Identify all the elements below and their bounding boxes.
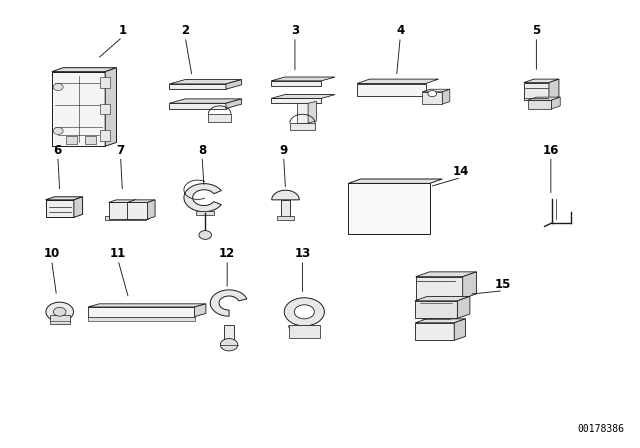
Polygon shape — [549, 79, 559, 100]
Polygon shape — [527, 100, 552, 109]
Polygon shape — [129, 200, 136, 219]
Polygon shape — [415, 319, 465, 323]
Circle shape — [428, 90, 436, 97]
Polygon shape — [109, 200, 136, 202]
Text: 4: 4 — [396, 24, 404, 37]
Polygon shape — [127, 200, 155, 202]
Bar — [290, 123, 315, 129]
Polygon shape — [422, 92, 442, 104]
Circle shape — [220, 339, 238, 351]
Polygon shape — [271, 99, 321, 103]
Text: 00178386: 00178386 — [577, 424, 624, 434]
Polygon shape — [170, 80, 242, 84]
Polygon shape — [272, 190, 300, 200]
Polygon shape — [357, 83, 426, 96]
Bar — [281, 200, 290, 216]
Polygon shape — [170, 103, 226, 108]
Text: 12: 12 — [219, 247, 236, 260]
Bar — [88, 317, 195, 321]
Polygon shape — [415, 301, 458, 319]
Polygon shape — [527, 97, 560, 100]
Polygon shape — [52, 68, 116, 72]
Polygon shape — [211, 290, 247, 316]
Polygon shape — [415, 323, 454, 340]
Bar — [209, 114, 231, 122]
Text: 6: 6 — [54, 144, 62, 157]
Circle shape — [54, 307, 66, 316]
Circle shape — [46, 302, 74, 322]
Text: 8: 8 — [198, 144, 206, 157]
Bar — [100, 78, 110, 88]
Bar — [50, 315, 70, 323]
Polygon shape — [348, 183, 430, 234]
Circle shape — [294, 305, 314, 319]
Bar — [105, 216, 146, 220]
Polygon shape — [184, 184, 221, 212]
Polygon shape — [45, 200, 74, 217]
Polygon shape — [357, 79, 438, 83]
Polygon shape — [458, 297, 470, 319]
Text: 10: 10 — [44, 247, 60, 260]
Polygon shape — [454, 319, 465, 340]
Polygon shape — [422, 89, 450, 92]
Text: 5: 5 — [532, 24, 541, 37]
Circle shape — [53, 127, 63, 134]
Polygon shape — [271, 81, 321, 86]
Polygon shape — [109, 202, 129, 219]
Polygon shape — [271, 95, 335, 99]
Text: 11: 11 — [110, 247, 126, 260]
Polygon shape — [415, 277, 463, 299]
Text: 15: 15 — [495, 278, 511, 291]
Polygon shape — [289, 326, 320, 334]
Polygon shape — [271, 77, 335, 81]
Polygon shape — [88, 307, 195, 317]
Polygon shape — [308, 101, 316, 123]
Text: 3: 3 — [291, 24, 299, 37]
Polygon shape — [170, 84, 226, 89]
Bar — [100, 130, 110, 141]
Polygon shape — [52, 72, 105, 146]
Text: 9: 9 — [280, 144, 288, 157]
Bar — [196, 211, 214, 215]
Polygon shape — [297, 103, 308, 123]
Bar — [289, 325, 320, 338]
Polygon shape — [524, 79, 559, 82]
Polygon shape — [45, 197, 83, 200]
Polygon shape — [442, 89, 450, 104]
Circle shape — [53, 83, 63, 90]
Bar — [100, 103, 110, 114]
Bar — [85, 136, 96, 144]
Polygon shape — [127, 202, 148, 219]
Polygon shape — [195, 304, 206, 317]
Polygon shape — [226, 99, 242, 108]
Circle shape — [199, 231, 211, 239]
Polygon shape — [148, 200, 155, 219]
Text: 2: 2 — [181, 24, 189, 37]
Text: 16: 16 — [543, 144, 559, 157]
Bar — [276, 215, 294, 220]
Polygon shape — [74, 197, 83, 217]
Bar — [66, 136, 77, 144]
Text: 7: 7 — [116, 144, 125, 157]
Text: 1: 1 — [118, 24, 127, 37]
Text: 14: 14 — [453, 165, 469, 178]
Polygon shape — [463, 272, 477, 299]
Polygon shape — [105, 68, 116, 146]
Polygon shape — [524, 82, 549, 100]
Polygon shape — [170, 99, 242, 103]
Polygon shape — [415, 297, 470, 301]
Text: 13: 13 — [294, 247, 310, 260]
Polygon shape — [348, 179, 442, 183]
Polygon shape — [88, 304, 206, 307]
Bar — [224, 325, 234, 343]
Circle shape — [284, 298, 324, 326]
Polygon shape — [552, 97, 560, 109]
Polygon shape — [226, 80, 242, 89]
Polygon shape — [415, 272, 477, 277]
